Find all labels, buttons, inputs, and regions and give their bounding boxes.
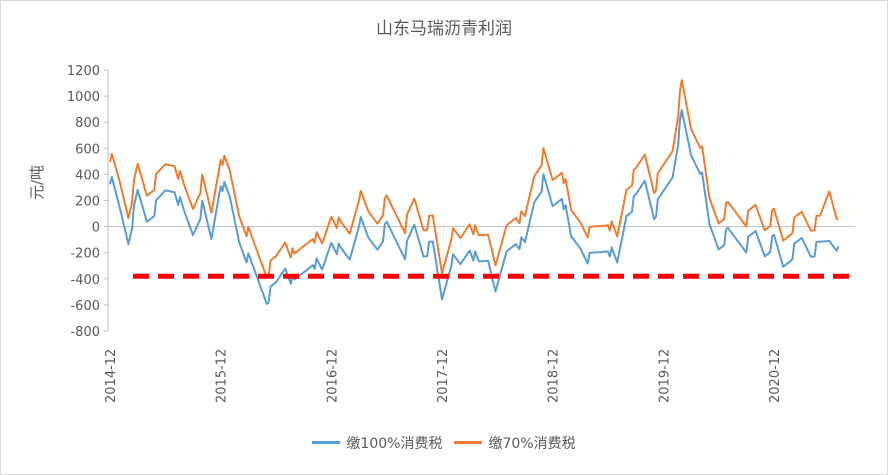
legend-label: 缴100%消费税 bbox=[346, 435, 443, 452]
series-line-2 bbox=[109, 79, 839, 279]
legend-label: 缴70%消费税 bbox=[488, 435, 576, 452]
y-tick-label: -200 bbox=[70, 247, 100, 262]
legend: 缴100%消费税 缴70%消费税 bbox=[0, 432, 888, 453]
y-tick-label: -800 bbox=[70, 325, 100, 340]
chart-title: 山东马瑞沥青利润 bbox=[376, 19, 512, 39]
x-tick-label: 2017-12 bbox=[436, 349, 451, 403]
y-tick-label: 1000 bbox=[67, 90, 100, 105]
legend-item-1: 缴100%消费税 bbox=[312, 433, 442, 453]
legend-swatch bbox=[312, 441, 341, 444]
y-tick-label: 600 bbox=[75, 142, 100, 157]
x-tick-label: 2015-12 bbox=[215, 349, 230, 403]
y-tick-label: 0 bbox=[92, 221, 100, 236]
legend-swatch bbox=[454, 441, 483, 444]
series-layer bbox=[109, 79, 840, 305]
x-tick-label: 2020-12 bbox=[768, 349, 783, 403]
x-tick-label: 2019-12 bbox=[657, 349, 672, 403]
x-tick-label: 2018-12 bbox=[547, 349, 562, 403]
y-axis-ticks: -800 -600 -400 -200 0 200 400 600 800 1000 1200 bbox=[67, 64, 108, 340]
y-tick-label: -600 bbox=[70, 299, 100, 314]
y-tick-label: 1200 bbox=[67, 64, 100, 79]
y-tick-label: 800 bbox=[75, 116, 100, 131]
x-tick-label: 2016-12 bbox=[325, 349, 340, 403]
legend-item-2: 缴70%消费税 bbox=[454, 433, 576, 453]
y-tick-label: 200 bbox=[75, 195, 100, 210]
series-line-1 bbox=[109, 109, 840, 305]
x-tick-label: 2014-12 bbox=[104, 349, 119, 403]
y-tick-label: -400 bbox=[70, 273, 100, 288]
y-tick-label: 400 bbox=[75, 168, 100, 183]
x-axis-ticks: 2014-12 2015-12 2016-12 2017-12 2018-12 2019-… bbox=[104, 349, 783, 403]
